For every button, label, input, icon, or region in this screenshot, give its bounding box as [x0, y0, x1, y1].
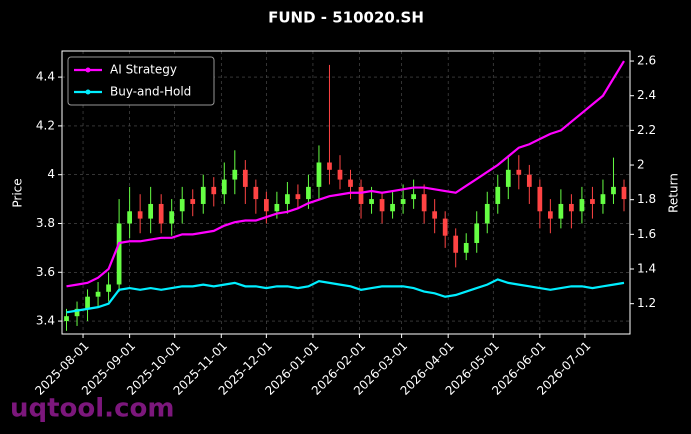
candle-body: [327, 162, 332, 170]
y2-tick-label: 2: [637, 158, 645, 172]
candle-body: [64, 316, 69, 322]
candle-body: [505, 169, 511, 187]
candle-body: [148, 203, 154, 219]
candle-body: [295, 194, 301, 200]
candle-body: [516, 169, 522, 175]
y2-tick-label: 2.4: [637, 88, 656, 102]
legend-label: AI Strategy: [110, 63, 177, 77]
candle-body: [432, 211, 438, 219]
candle-body: [474, 223, 480, 244]
y2-axis-label: Return: [667, 173, 681, 213]
candle-body: [348, 179, 353, 187]
candle-body: [285, 194, 290, 204]
candle-body: [127, 211, 132, 224]
candle-body: [337, 169, 343, 180]
candle-body: [600, 194, 606, 204]
candle-body: [95, 291, 101, 297]
candle-body: [306, 186, 311, 200]
candle-body: [590, 199, 595, 204]
candle-body: [611, 186, 616, 195]
line-series: [66, 60, 625, 288]
candle-body: [421, 194, 427, 212]
candle-body: [400, 199, 406, 204]
y-tick-label: 3.4: [36, 314, 55, 328]
candle-body: [158, 203, 164, 224]
y-tick-label: 3.6: [36, 265, 55, 279]
candle-body: [263, 199, 269, 212]
watermark: uqtool.com: [10, 394, 174, 424]
candle-body: [274, 203, 280, 212]
candle-body: [316, 162, 322, 187]
y-tick-label: 4: [47, 167, 55, 181]
candle-body: [537, 186, 543, 212]
candle-body: [137, 211, 143, 219]
candle-body: [211, 186, 217, 195]
y2-tick-label: 1.2: [637, 296, 656, 310]
line-series: [66, 278, 625, 314]
candle-body: [74, 308, 80, 317]
candle-body: [390, 203, 395, 212]
candle-body: [200, 186, 206, 204]
candle-body: [106, 284, 111, 292]
y-tick-label: 4.4: [36, 70, 55, 84]
candle-body: [116, 223, 122, 285]
y2-tick-label: 1.4: [637, 262, 656, 276]
candle-body: [442, 218, 448, 236]
y2-tick-label: 2.6: [637, 54, 656, 68]
candle-body: [379, 199, 385, 212]
candle-body: [253, 186, 259, 200]
candle-body: [221, 179, 227, 195]
plot-frame: [61, 50, 631, 335]
y2-tick-label: 1.8: [637, 192, 656, 206]
candle-body: [526, 174, 532, 187]
legend: AI Strategy Buy-and-Hold: [67, 56, 215, 106]
legend-box: [67, 56, 215, 106]
candle-body: [579, 199, 585, 212]
candle-body: [463, 243, 469, 253]
candle-body: [621, 186, 627, 200]
candle-body: [232, 169, 238, 180]
candle-body: [242, 169, 248, 187]
legend-marker: [85, 67, 91, 73]
candle-body: [190, 199, 196, 204]
candle-body: [569, 203, 574, 212]
candle-body: [169, 211, 175, 224]
candle-body: [85, 296, 90, 309]
candle-body: [411, 194, 416, 200]
candle-body: [369, 199, 374, 204]
y-axis-label: Price: [11, 178, 25, 207]
y2-tick-label: 1.6: [637, 227, 656, 241]
legend-label: Buy-and-Hold: [110, 85, 191, 99]
candle-body: [495, 186, 501, 204]
chart-title: FUND - 510020.SH: [268, 9, 424, 27]
y-tick-label: 4.2: [36, 118, 55, 132]
y-tick-label: 3.8: [36, 216, 55, 230]
candle-body: [484, 203, 490, 224]
y2-tick-label: 2.2: [637, 123, 656, 137]
candle-body: [558, 203, 564, 219]
candle-body: [358, 186, 364, 204]
candle-body: [453, 235, 459, 253]
candle-body: [179, 199, 185, 212]
legend-marker: [85, 89, 91, 95]
candle-body: [547, 211, 553, 219]
